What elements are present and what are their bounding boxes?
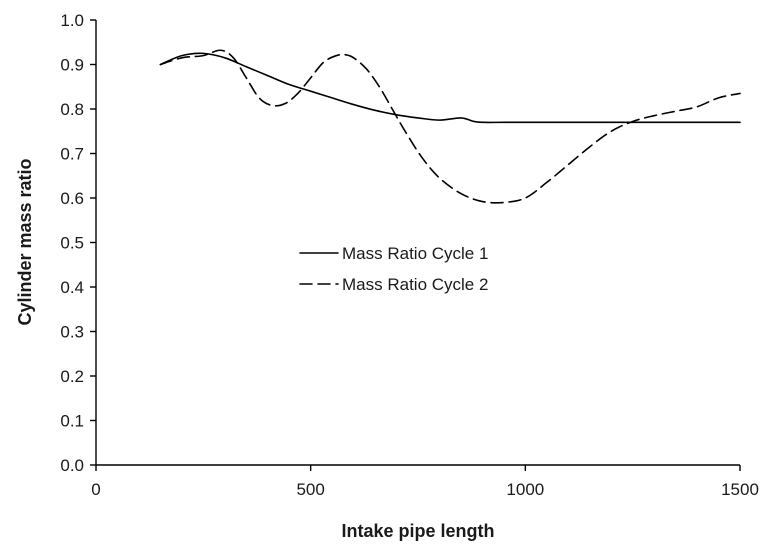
y-tick-label: 0.8: [60, 100, 84, 119]
x-ticks: 0 500 1000 1500: [91, 465, 759, 499]
y-tick-label: 0.2: [60, 367, 84, 386]
y-tick-label: 0.0: [60, 456, 84, 475]
plot-area: 0.0 0.1 0.2 0.3 0.4 0.5 0.6 0.7 0.8 0.9 1.0 0 500 10…: [60, 11, 759, 499]
x-tick-label: 1000: [506, 480, 544, 499]
y-tick-label: 0.4: [60, 278, 84, 297]
y-tick-label: 0.9: [60, 56, 84, 75]
x-tick-label: 500: [296, 480, 324, 499]
legend-label-cycle-2: Mass Ratio Cycle 2: [342, 275, 488, 294]
y-tick-label: 0.1: [60, 412, 84, 431]
y-tick-label: 0.5: [60, 234, 84, 253]
x-axis-title: Intake pipe length: [341, 521, 494, 541]
x-tick-label: 0: [91, 480, 100, 499]
x-tick-label: 1500: [721, 480, 759, 499]
series-line-cycle-2: [159, 49, 741, 204]
y-ticks: 0.0 0.1 0.2 0.3 0.4 0.5 0.6 0.7 0.8 0.9 1.0: [60, 11, 96, 475]
series-line-cycle-1: [159, 52, 741, 124]
y-tick-label: 0.7: [60, 145, 84, 164]
y-axis-title: Cylinder mass ratio: [15, 158, 35, 325]
y-tick-label: 0.6: [60, 189, 84, 208]
series-layer: [159, 49, 741, 204]
y-tick-label: 0.3: [60, 323, 84, 342]
legend: Mass Ratio Cycle 1 Mass Ratio Cycle 2: [299, 244, 488, 294]
y-tick-label: 1.0: [60, 11, 84, 30]
legend-label-cycle-1: Mass Ratio Cycle 1: [342, 244, 488, 263]
